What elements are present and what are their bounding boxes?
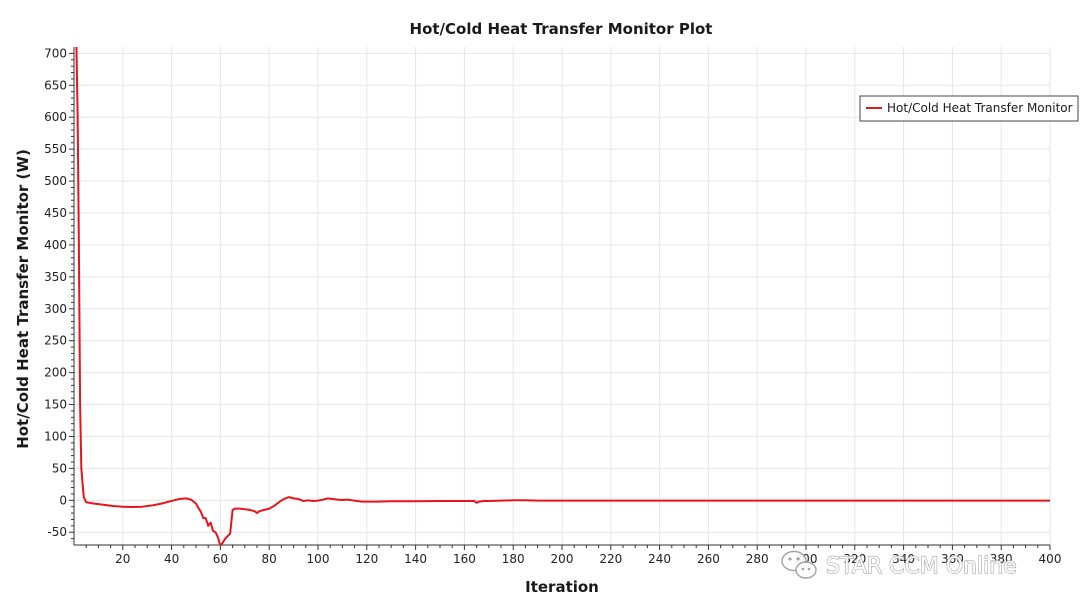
- y-tick-label: 150: [44, 398, 67, 412]
- x-tick-label: 220: [599, 552, 622, 566]
- series-line-0: [75, 47, 1050, 545]
- y-tick-label: 550: [44, 142, 67, 156]
- x-tick-label: 120: [355, 552, 378, 566]
- x-tick-label: 140: [404, 552, 427, 566]
- x-tick-label: 40: [164, 552, 179, 566]
- x-tick-label: 200: [551, 552, 574, 566]
- y-tick-label: 650: [44, 78, 67, 92]
- x-tick-label: 320: [843, 552, 866, 566]
- y-tick-label: -50: [47, 525, 67, 539]
- x-tick-label: 280: [746, 552, 769, 566]
- chart-title: Hot/Cold Heat Transfer Monitor Plot: [410, 20, 713, 38]
- x-tick-label: 240: [648, 552, 671, 566]
- x-tick-label: 380: [990, 552, 1013, 566]
- x-tick-label: 360: [941, 552, 964, 566]
- y-tick-label: 450: [44, 206, 67, 220]
- y-tick-label: 600: [44, 110, 67, 124]
- y-tick-label: 500: [44, 174, 67, 188]
- x-axis-title: Iteration: [525, 578, 599, 596]
- y-axis-title: Hot/Cold Heat Transfer Monitor (W): [14, 149, 32, 449]
- x-tick-label: 180: [502, 552, 525, 566]
- y-tick-label: 700: [44, 46, 67, 60]
- y-tick-label: 200: [44, 366, 67, 380]
- plot-area: 20 40 60 80 100 120 140 160 180 200 220 240 260 280 30…: [44, 46, 1061, 566]
- legend: Hot/Cold Heat Transfer Monitor: [859, 95, 1079, 122]
- x-tick-label: 400: [1039, 552, 1062, 566]
- x-tick-label: 20: [115, 552, 130, 566]
- legend-label: Hot/Cold Heat Transfer Monitor: [887, 101, 1073, 115]
- y-tick-label: 350: [44, 270, 67, 284]
- x-tick-label: 100: [307, 552, 330, 566]
- watermark-text: STAR CCM Online: [826, 554, 1017, 579]
- x-tick-label: 80: [262, 552, 277, 566]
- x-tick-label: 340: [892, 552, 915, 566]
- x-tick-label: 60: [213, 552, 228, 566]
- y-tick-label: 0: [59, 493, 67, 507]
- x-tick-label: 160: [453, 552, 476, 566]
- watermark: STAR CCM Online: [781, 550, 1017, 580]
- y-tick-label: 100: [44, 429, 67, 443]
- legend-box: [859, 95, 1079, 122]
- y-tick-label: 250: [44, 334, 67, 348]
- y-tick-label: 50: [52, 461, 67, 475]
- x-tick-label: 260: [697, 552, 720, 566]
- y-tick-label: 300: [44, 302, 67, 316]
- wechat-icon: [781, 550, 817, 579]
- y-tick-label: 400: [44, 238, 67, 252]
